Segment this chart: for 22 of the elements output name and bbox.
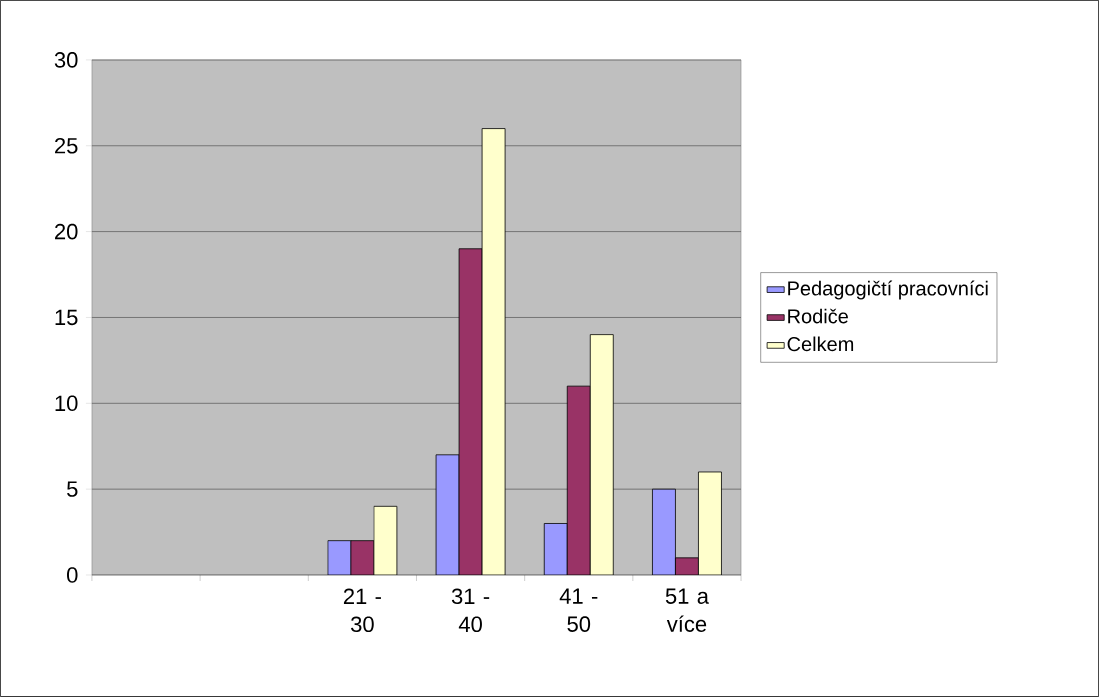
bar bbox=[698, 471, 722, 576]
bar bbox=[652, 488, 676, 576]
y-tick-label: 30 bbox=[54, 52, 78, 68]
y-tick-label: 25 bbox=[55, 137, 78, 154]
legend-label: Pedagogičtí pracovníci bbox=[788, 280, 988, 300]
bar bbox=[481, 128, 506, 576]
x-tick-label: 51 a více bbox=[665, 588, 709, 632]
x-tick-label: 21 - 30 bbox=[343, 588, 381, 633]
bar bbox=[543, 523, 568, 576]
bar bbox=[435, 454, 460, 576]
bar bbox=[458, 248, 483, 576]
legend-label: Celkem bbox=[787, 336, 854, 352]
y-tick-label: 5 bbox=[67, 481, 78, 497]
y-tick-label: 0 bbox=[67, 567, 78, 583]
bar bbox=[566, 385, 591, 576]
y-tick-label: 15 bbox=[55, 309, 78, 326]
x-tick-label: 31 - 40 bbox=[451, 588, 490, 633]
y-tick-label: 10 bbox=[55, 395, 78, 412]
x-tick-label: 41 - 50 bbox=[559, 588, 598, 632]
bar bbox=[589, 334, 614, 576]
y-tick-label: 20 bbox=[55, 223, 78, 240]
legend-label: Rodiče bbox=[788, 308, 848, 324]
